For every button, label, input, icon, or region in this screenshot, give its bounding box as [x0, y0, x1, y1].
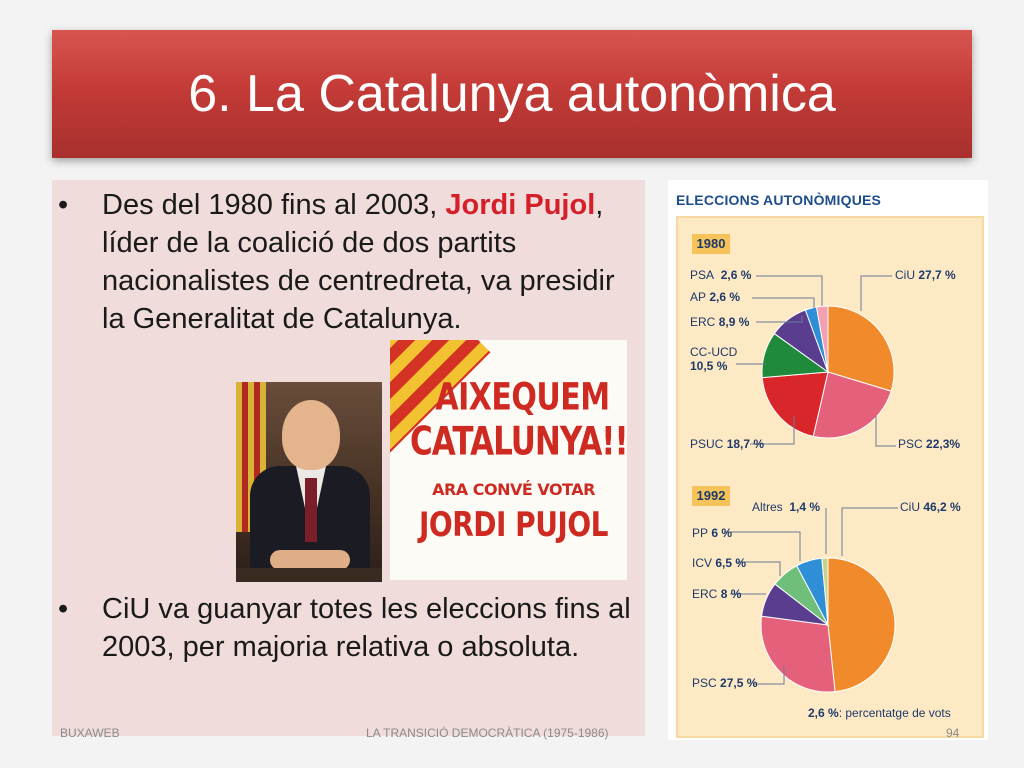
- highlight-name: Jordi Pujol: [445, 189, 596, 221]
- leader-line: [756, 275, 823, 306]
- bullet-2-text: CiU va guanyar totes les eleccions fins …: [102, 593, 631, 663]
- poster-line-1: AIXEQUEM: [435, 375, 610, 420]
- year-tag-1980: 1980: [692, 234, 730, 254]
- poster-line-3: ARA CONVÉ VOTAR: [432, 480, 595, 499]
- label-1992-ciu: CiU 46,2 %: [900, 500, 961, 514]
- leader-line: [724, 531, 801, 561]
- label-1980-psc: PSC 22,3%: [898, 437, 961, 451]
- leader-line: [756, 316, 803, 323]
- leader-line: [754, 666, 785, 685]
- bullet-symbol: •: [58, 189, 69, 221]
- pie-slice-1980-ciu: [827, 305, 895, 392]
- bullet-2: • CiU va guanyar totes les eleccions fin…: [58, 590, 643, 710]
- leader-line: [875, 416, 896, 447]
- bullet-1: • Des del 1980 fins al 2003, Jordi Pujol…: [58, 186, 643, 376]
- pie-slice-1980-psuc: [761, 371, 829, 437]
- footer-page-number: 94: [946, 726, 960, 740]
- label-1992-altres: Altres 1,4 %: [752, 500, 821, 514]
- pie-slice-1992-ciu: [827, 557, 896, 693]
- pie-slice-1992-altres: [821, 557, 829, 626]
- pie-slice-1992-psc: [760, 615, 836, 693]
- label-1992-icv: ICV 6,5 %: [692, 556, 747, 570]
- footer-center: LA TRANSICIÓ DEMOCRÀTICA (1975-1986): [366, 726, 609, 740]
- face-shape: [282, 400, 340, 470]
- label-1992-erc: ERC 8 %: [692, 587, 742, 601]
- label-1980-ap: AP 2,6 %: [690, 290, 741, 304]
- poster-line-4: JORDI PUJOL: [418, 504, 609, 545]
- pie-1980: [761, 305, 895, 439]
- leader-lines: [724, 275, 898, 685]
- label-1980-psa: PSA 2,6 %: [690, 268, 752, 282]
- label-1980-psuc: PSUC 18,7 %: [690, 437, 765, 451]
- bullet-1-after: , líder de la coalició de dos partits na…: [102, 189, 615, 335]
- label-1980-ciu: CiU 27,7 %: [895, 268, 956, 282]
- leader-line: [750, 416, 795, 445]
- title-banner: 6. La Catalunya autonòmica: [52, 30, 972, 158]
- desk-shape: [236, 568, 382, 582]
- portrait-photo: [236, 382, 382, 582]
- leader-line: [736, 561, 781, 576]
- year-tag-1992: 1992: [692, 486, 730, 506]
- label-1980-ccucd: CC-UCD 10,5 %: [690, 345, 738, 373]
- leader-line: [841, 507, 898, 556]
- leader-line: [860, 275, 892, 311]
- slide-title: 6. La Catalunya autonòmica: [188, 65, 836, 123]
- pie-1992: [760, 557, 896, 693]
- chart-legend-note: 2,6 %: percentatge de vots: [808, 706, 951, 720]
- label-1992-psc: PSC 27,5 %: [692, 676, 758, 690]
- pie-slice-1980-psa: [815, 305, 829, 373]
- hands-shape: [270, 550, 350, 570]
- bullet-symbol: •: [58, 593, 69, 625]
- pie-charts: [724, 275, 898, 693]
- pie-slice-1980-psc: [812, 371, 892, 439]
- poster-line-2: CATALUNYA!!: [410, 419, 627, 465]
- footer-left: BUXAWEB: [60, 726, 120, 740]
- chart-heading: ELECCIONS AUTONÒMIQUES: [676, 192, 882, 208]
- campaign-poster: AIXEQUEM CATALUNYA!! ARA CONVÉ VOTAR JOR…: [390, 340, 627, 580]
- tie-shape: [305, 478, 317, 542]
- leader-line: [752, 297, 815, 308]
- bullet-1-text: Des del 1980 fins al 2003, Jordi Pujol, …: [102, 186, 643, 338]
- label-1980-erc: ERC 8,9 %: [690, 315, 750, 329]
- bullet-1-before: Des del 1980 fins al 2003,: [102, 189, 446, 221]
- label-1992-pp: PP 6 %: [692, 526, 733, 540]
